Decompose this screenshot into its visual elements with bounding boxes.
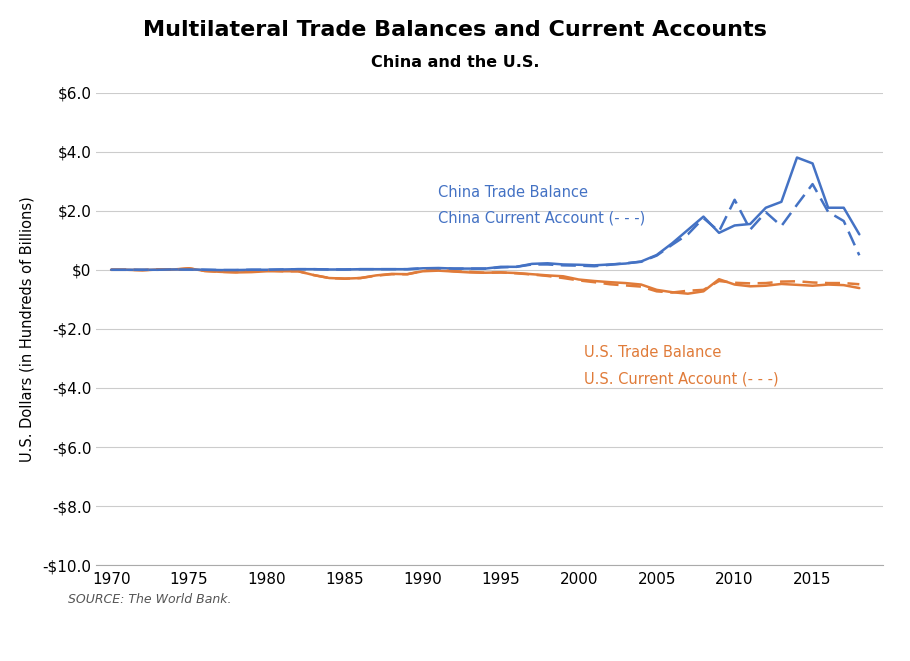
Text: of: of: [289, 631, 303, 646]
Text: China and the U.S.: China and the U.S.: [370, 56, 540, 70]
Text: U.S. Trade Balance: U.S. Trade Balance: [583, 345, 721, 360]
Text: R: R: [123, 631, 136, 646]
Text: Multilateral Trade Balances and Current Accounts: Multilateral Trade Balances and Current …: [143, 20, 767, 40]
Text: China Current Account (- - -): China Current Account (- - -): [438, 210, 645, 225]
Text: EDERAL: EDERAL: [50, 632, 116, 645]
Text: China Trade Balance: China Trade Balance: [438, 184, 588, 200]
Text: F: F: [36, 631, 47, 646]
Text: OUIS: OUIS: [364, 632, 403, 645]
Text: B: B: [226, 631, 238, 646]
Text: T.: T.: [328, 632, 345, 645]
Text: L: L: [353, 631, 364, 646]
Text: S: S: [317, 631, 328, 646]
Text: SOURCE: The World Bank.: SOURCE: The World Bank.: [68, 593, 232, 606]
Text: ESERVE: ESERVE: [136, 632, 200, 645]
Y-axis label: U.S. Dollars (in Hundreds of Billions): U.S. Dollars (in Hundreds of Billions): [19, 196, 34, 462]
Text: U.S. Current Account (- - -): U.S. Current Account (- - -): [583, 371, 778, 386]
Text: ANK: ANK: [238, 632, 276, 645]
